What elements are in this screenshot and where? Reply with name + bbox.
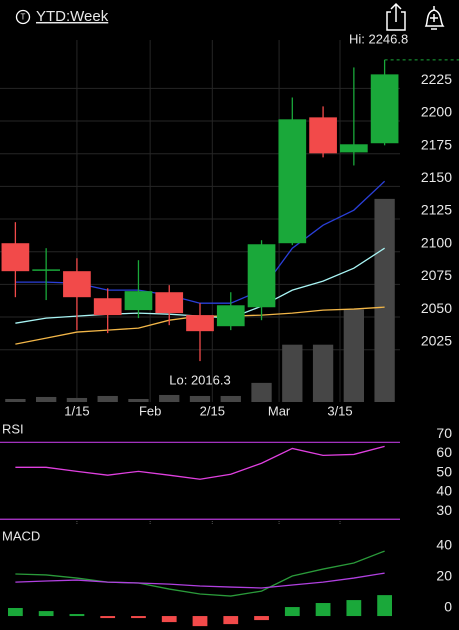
histogram-bar bbox=[8, 607, 23, 617]
histogram-bar bbox=[38, 611, 54, 617]
y-tick-label: 2125 bbox=[421, 202, 452, 218]
x-tick-label: 2/15 bbox=[200, 403, 225, 418]
header: T YTD:Week bbox=[15, 2, 445, 31]
histogram-bar bbox=[254, 616, 269, 621]
volume-bar bbox=[159, 394, 180, 402]
volume-bar bbox=[189, 395, 211, 402]
candle-body bbox=[1, 243, 30, 272]
histogram-bar bbox=[161, 616, 177, 623]
y-tick-label: 60 bbox=[436, 444, 452, 460]
histogram-bar bbox=[100, 616, 116, 619]
volume-bar bbox=[36, 396, 57, 402]
candle-body bbox=[278, 119, 307, 244]
lo-label: Lo: 2016.3 bbox=[169, 373, 230, 388]
volume-bar bbox=[97, 395, 118, 402]
volume-bar bbox=[5, 398, 26, 402]
candle-body bbox=[63, 271, 91, 298]
histogram-bar bbox=[223, 616, 239, 625]
y-tick-label: 2075 bbox=[421, 267, 452, 283]
y-tick-label: 50 bbox=[436, 463, 452, 479]
indicator-line bbox=[15, 550, 385, 597]
candle-body bbox=[93, 298, 122, 316]
candle-body bbox=[216, 305, 245, 327]
indicator-line bbox=[15, 445, 385, 480]
y-tick-label: 20 bbox=[436, 568, 452, 584]
candle-body bbox=[155, 292, 184, 314]
hi-label: Hi: 2246.8 bbox=[349, 31, 408, 46]
candle-body bbox=[247, 244, 276, 308]
histogram-bar bbox=[69, 614, 85, 617]
ticker-icon[interactable] bbox=[15, 9, 31, 25]
y-tick-label: 0 bbox=[444, 599, 452, 615]
volume-bar bbox=[282, 344, 303, 402]
y-tick-label: 2225 bbox=[421, 71, 452, 87]
volume-bar bbox=[374, 198, 395, 402]
period-selector[interactable]: YTD:Week bbox=[36, 8, 109, 25]
histogram-bar bbox=[346, 600, 362, 617]
ticker-icon-glyph: T bbox=[21, 13, 26, 22]
volume-bar bbox=[220, 395, 241, 402]
panel-title: RSI bbox=[2, 421, 24, 436]
y-tick-label: 70 bbox=[436, 425, 452, 441]
volume-bar bbox=[66, 397, 88, 402]
y-tick-label: 30 bbox=[436, 502, 452, 518]
y-tick-label: 2100 bbox=[421, 234, 452, 250]
y-tick-label: 2150 bbox=[421, 169, 452, 185]
volume-bar bbox=[343, 309, 364, 402]
share-button[interactable] bbox=[386, 2, 406, 31]
candle-body bbox=[340, 144, 368, 153]
indicator-line bbox=[15, 572, 385, 589]
candle-body bbox=[370, 74, 399, 144]
y-tick-label: 40 bbox=[436, 537, 452, 553]
volume-bar bbox=[312, 344, 334, 402]
y-tick-label: 2025 bbox=[421, 332, 452, 348]
add-alert-button[interactable] bbox=[424, 6, 445, 30]
x-tick-label: Feb bbox=[139, 403, 161, 418]
x-tick-label: Mar bbox=[268, 403, 291, 418]
volume-bar bbox=[128, 398, 149, 402]
candle-body bbox=[309, 117, 337, 154]
panel-title: MACD bbox=[2, 528, 40, 543]
volume-bar bbox=[251, 382, 272, 402]
candle-body bbox=[124, 291, 153, 311]
y-tick-label: 40 bbox=[436, 483, 452, 499]
x-tick-label: 3/15 bbox=[327, 403, 352, 418]
histogram-bar bbox=[315, 603, 331, 617]
histogram-bar bbox=[131, 616, 146, 619]
x-tick-label: 1/15 bbox=[64, 403, 89, 418]
histogram-bar bbox=[377, 595, 392, 617]
candle-body bbox=[32, 269, 60, 271]
candle-body bbox=[186, 315, 214, 332]
histogram-bar bbox=[192, 616, 208, 627]
histogram-bar bbox=[284, 607, 300, 617]
y-tick-label: 2175 bbox=[421, 136, 452, 152]
y-tick-label: 2200 bbox=[421, 104, 452, 120]
y-tick-label: 2050 bbox=[421, 300, 452, 316]
